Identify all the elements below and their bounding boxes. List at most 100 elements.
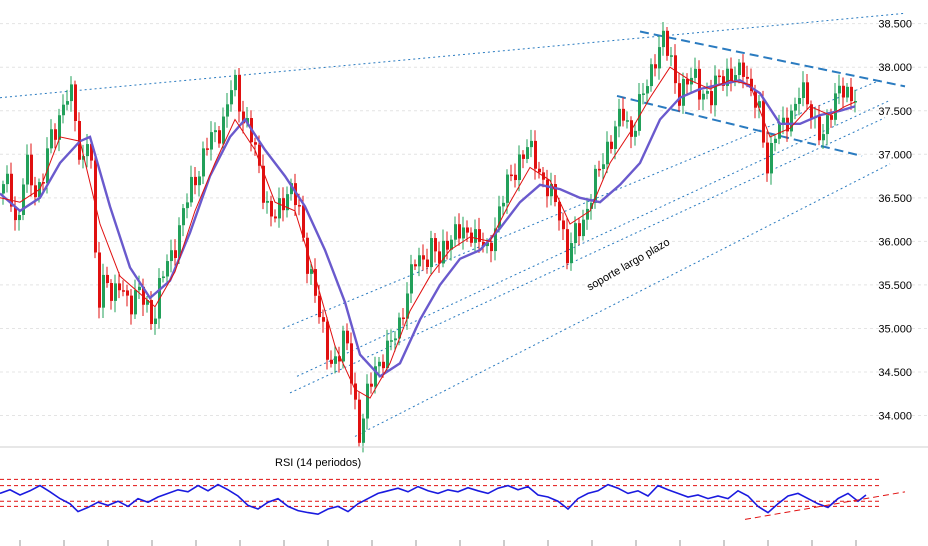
candle [714,65,717,117]
candle [774,135,777,152]
y-tick-label: 38.000 [878,62,912,74]
candle [622,97,625,127]
candle [518,145,521,192]
candle [2,180,5,205]
candle [466,220,469,242]
candle [262,154,265,210]
triangle-trendline [616,94,863,158]
candle [50,119,53,154]
candle [26,144,29,193]
candle [374,356,377,394]
candle [462,216,465,250]
candle [190,165,193,207]
candle [826,109,829,146]
candle [66,89,69,111]
candle [562,212,565,241]
candle [534,130,537,180]
candle [706,82,709,100]
candle [142,278,145,317]
candle [802,71,805,107]
candle [6,165,9,193]
y-tick-label: 35.500 [878,280,912,292]
slow-moving-average [0,79,856,378]
candle [166,254,169,286]
y-tick-label: 37.000 [878,149,912,161]
candle [334,344,337,374]
candle [278,187,281,228]
candle [838,74,841,105]
candle [402,307,405,326]
candle [14,196,17,231]
candle [514,163,517,188]
candle [670,47,673,67]
candle [798,87,801,116]
candle [726,58,729,97]
y-tick-label: 38.500 [878,19,912,31]
candle [214,122,217,143]
candle [558,197,561,231]
y-tick-label: 36.000 [878,236,912,248]
price-axis: 38.500 38.000 37.500 37.000 36.500 36.000 35.5… [878,19,912,423]
moving-averages [0,66,856,399]
candle [234,69,237,97]
candle [206,137,209,156]
candle [522,150,525,169]
candle [126,284,129,307]
candle [422,244,425,271]
candle [574,216,577,255]
candle [654,54,657,77]
candle [406,282,409,330]
candle [498,195,501,233]
candle [458,213,461,246]
candle [602,153,605,181]
candle [850,78,853,110]
candle [642,82,645,105]
y-tick-label: 34.500 [878,367,912,379]
candle [122,280,125,297]
candle [482,232,485,253]
candle [506,169,509,214]
candle [154,307,157,335]
candle [230,80,233,112]
candle [194,167,197,195]
candle [118,272,121,299]
candle [218,125,221,148]
candle [570,232,573,271]
candle [750,68,753,97]
candle [634,122,637,146]
candle [854,89,857,113]
candle [678,72,681,112]
candle [82,144,85,169]
candle [274,209,277,223]
candle [674,44,677,94]
candle [790,104,793,137]
candle [474,219,477,253]
candle [822,123,825,149]
candle [686,73,689,96]
trendlines [0,12,907,437]
candle [306,232,309,284]
candle [650,58,653,92]
candle [58,108,61,152]
candle [330,350,333,368]
candle [502,195,505,217]
candle [782,106,785,135]
candle [550,172,553,206]
candle [226,93,229,128]
candle [494,217,497,261]
candle [770,134,773,185]
channel-trendline [289,117,886,394]
candle [110,279,113,310]
candle [414,259,417,271]
candle [606,131,609,174]
candle [390,329,393,351]
candle [666,27,669,61]
candle [510,164,513,182]
rsi-panel [0,478,906,546]
candle [730,57,733,92]
candle [694,57,697,83]
candle [286,186,289,218]
